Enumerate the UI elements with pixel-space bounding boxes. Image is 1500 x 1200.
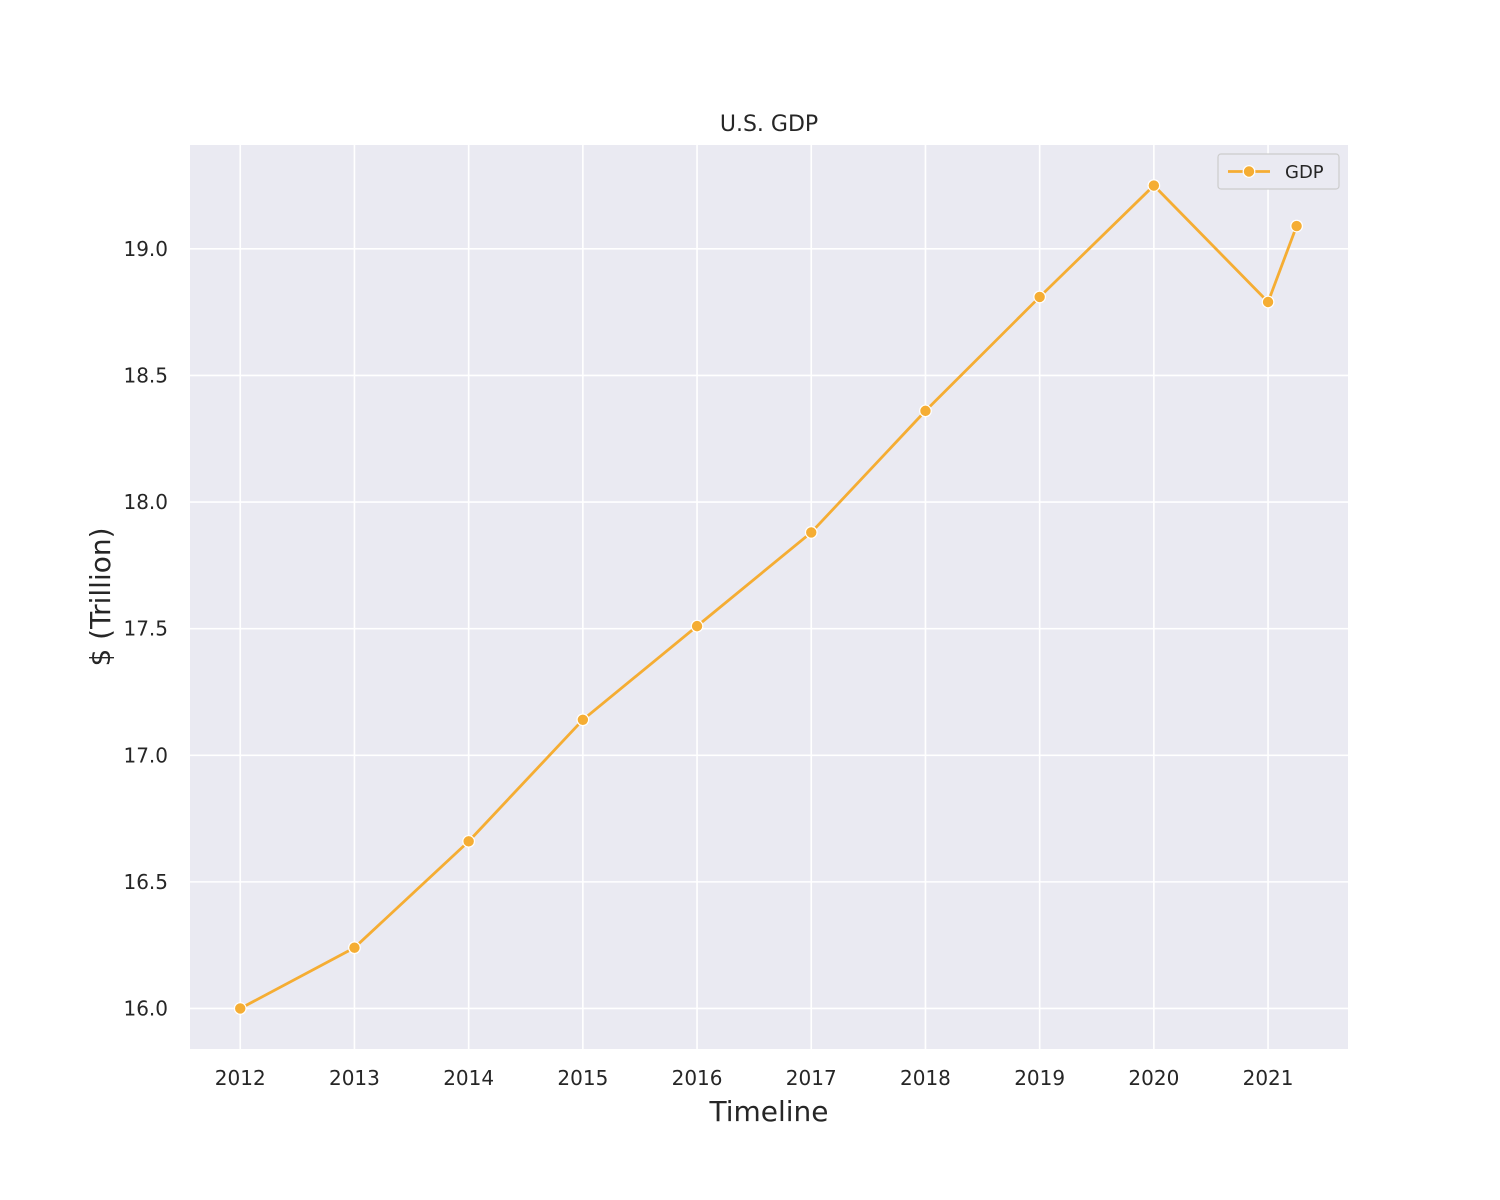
y-tick-label: 18.0 [123,490,168,514]
x-tick-label: 2015 [557,1066,608,1090]
y-tick-label: 16.5 [123,870,168,894]
x-tick-labels: 2012 2013 2014 2015 2016 2017 2018 2019 2020 2021 [215,1066,1294,1090]
data-point [348,941,361,955]
data-point [462,834,476,848]
y-tick-label: 17.0 [123,743,168,767]
x-tick-label: 2020 [1128,1066,1179,1090]
data-point [1147,179,1161,192]
y-tick-labels: 16.0 16.5 17.0 17.5 18.0 18.5 19.0 [123,237,168,1021]
x-tick-label: 2013 [329,1066,380,1090]
data-point [233,1002,247,1015]
legend-label-gdp: GDP [1285,162,1324,183]
data-point [804,526,818,539]
data-point [919,404,932,418]
x-tick-label: 2021 [1243,1066,1294,1090]
data-point [1261,295,1275,309]
data-point [576,713,590,727]
legend-marker-swatch [1242,165,1256,178]
x-tick-label: 2017 [786,1066,837,1090]
legend-box [1217,153,1340,190]
y-tick-label: 17.5 [123,617,168,641]
plot-area [190,145,1348,1049]
x-tick-label: 2014 [443,1066,494,1090]
chart-title: U.S. GDP [720,112,818,137]
x-tick-label: 2018 [900,1066,951,1090]
y-tick-label: 18.5 [123,363,168,387]
x-axis-title: Timeline [708,1095,828,1128]
legend: GDP [1217,153,1340,190]
x-tick-label: 2016 [672,1066,723,1090]
data-point [1033,290,1047,304]
y-axis-title: $ (Trillion) [84,527,117,666]
series-layer [233,179,1304,1015]
y-tick-label: 19.0 [123,237,168,261]
x-tick-label: 2019 [1014,1066,1065,1090]
y-tick-label: 16.0 [123,996,168,1020]
data-point [1290,219,1304,233]
data-point [690,619,704,633]
x-tick-label: 2012 [215,1066,266,1090]
